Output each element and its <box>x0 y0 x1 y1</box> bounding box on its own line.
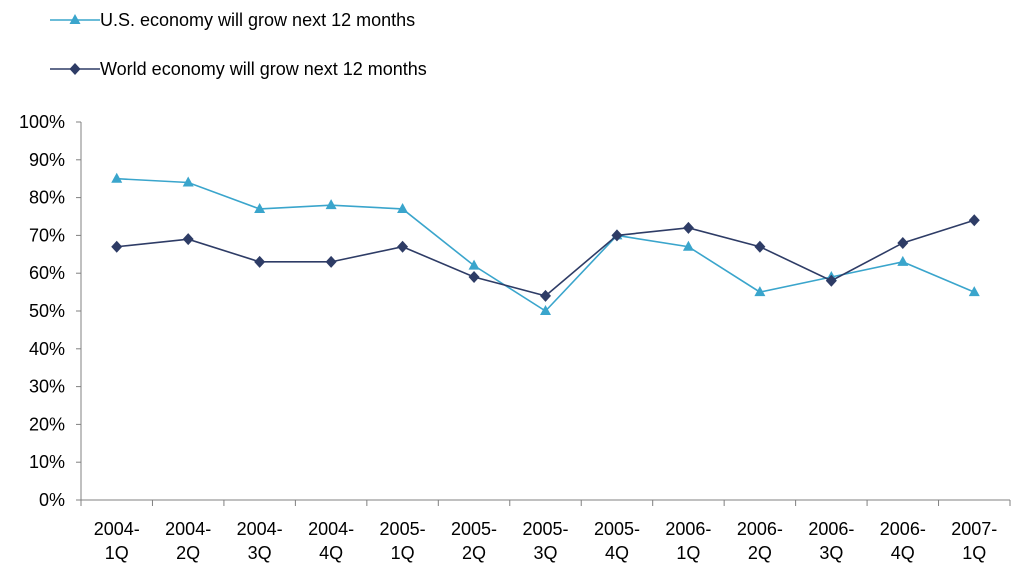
y-tick-label: 70% <box>29 225 65 245</box>
y-tick-label: 30% <box>29 377 65 397</box>
legend-item-world: World economy will grow next 12 months <box>50 59 427 79</box>
data-point-us <box>325 199 337 210</box>
x-tick-label: 2004-2Q <box>165 519 211 563</box>
data-point-world <box>897 236 909 249</box>
x-tick-label: 2006-4Q <box>880 519 926 563</box>
data-point-us <box>540 305 551 315</box>
legend-item-us: U.S. economy will grow next 12 months <box>50 10 415 30</box>
series-line-world <box>116 219 975 297</box>
data-point-world <box>182 233 194 246</box>
x-tick-label: 2004-1Q <box>94 519 140 563</box>
legend-label-us: U.S. economy will grow next 12 months <box>100 10 415 30</box>
x-tick-label: 2005-2Q <box>451 519 497 563</box>
x-tick-label: 2006-1Q <box>665 519 711 563</box>
y-tick-label: 100% <box>19 112 65 132</box>
y-tick-label: 50% <box>29 301 65 321</box>
data-point-us <box>182 176 194 187</box>
data-point-world <box>754 240 766 253</box>
data-point-world <box>540 289 551 302</box>
data-point-world <box>968 214 980 227</box>
y-tick-label: 90% <box>29 150 65 170</box>
y-tick-label: 20% <box>29 414 65 434</box>
series-layer <box>111 172 980 315</box>
legend-label-world: World economy will grow next 12 months <box>100 59 427 79</box>
data-point-world <box>611 229 623 242</box>
x-tick-label: 2005-1Q <box>380 519 426 563</box>
x-tick-label: 2006-2Q <box>737 519 783 563</box>
data-point-world <box>325 255 337 268</box>
legend-marker-us <box>69 14 81 24</box>
data-point-world <box>468 270 480 283</box>
data-point-us <box>897 255 909 266</box>
data-point-us <box>754 286 766 297</box>
x-tick-label: 2004-3Q <box>237 519 283 563</box>
data-point-us <box>397 202 409 213</box>
data-point-us <box>111 172 123 183</box>
y-tick-label: 80% <box>29 188 65 208</box>
y-tick-label: 40% <box>29 339 65 359</box>
data-point-us <box>968 286 980 297</box>
x-tick-label: 2004-4Q <box>308 519 354 563</box>
x-tick-label: 2007-1Q <box>951 519 997 563</box>
x-tick-label: 2005-3Q <box>522 519 568 563</box>
y-tick-label: 60% <box>29 263 65 283</box>
data-point-world <box>397 240 409 253</box>
y-tick-label: 10% <box>29 452 65 472</box>
data-point-us <box>682 240 694 251</box>
data-point-world <box>682 221 694 234</box>
data-point-world <box>825 274 837 287</box>
data-point-world <box>254 255 266 268</box>
legend-marker-world <box>69 63 81 75</box>
x-tick-label: 2005-4Q <box>594 519 640 563</box>
x-tick-label: 2006-3Q <box>808 519 854 563</box>
y-tick-label: 0% <box>39 490 65 510</box>
axes: 0% 10% 20% 30% 40% 50% 60% 70% 80% 90% 100% 2004-1Q… <box>19 112 1011 563</box>
data-point-world <box>111 240 123 253</box>
legend: U.S. economy will grow next 12 months Wo… <box>50 10 427 79</box>
data-point-us <box>254 202 266 213</box>
data-point-us <box>468 259 480 270</box>
